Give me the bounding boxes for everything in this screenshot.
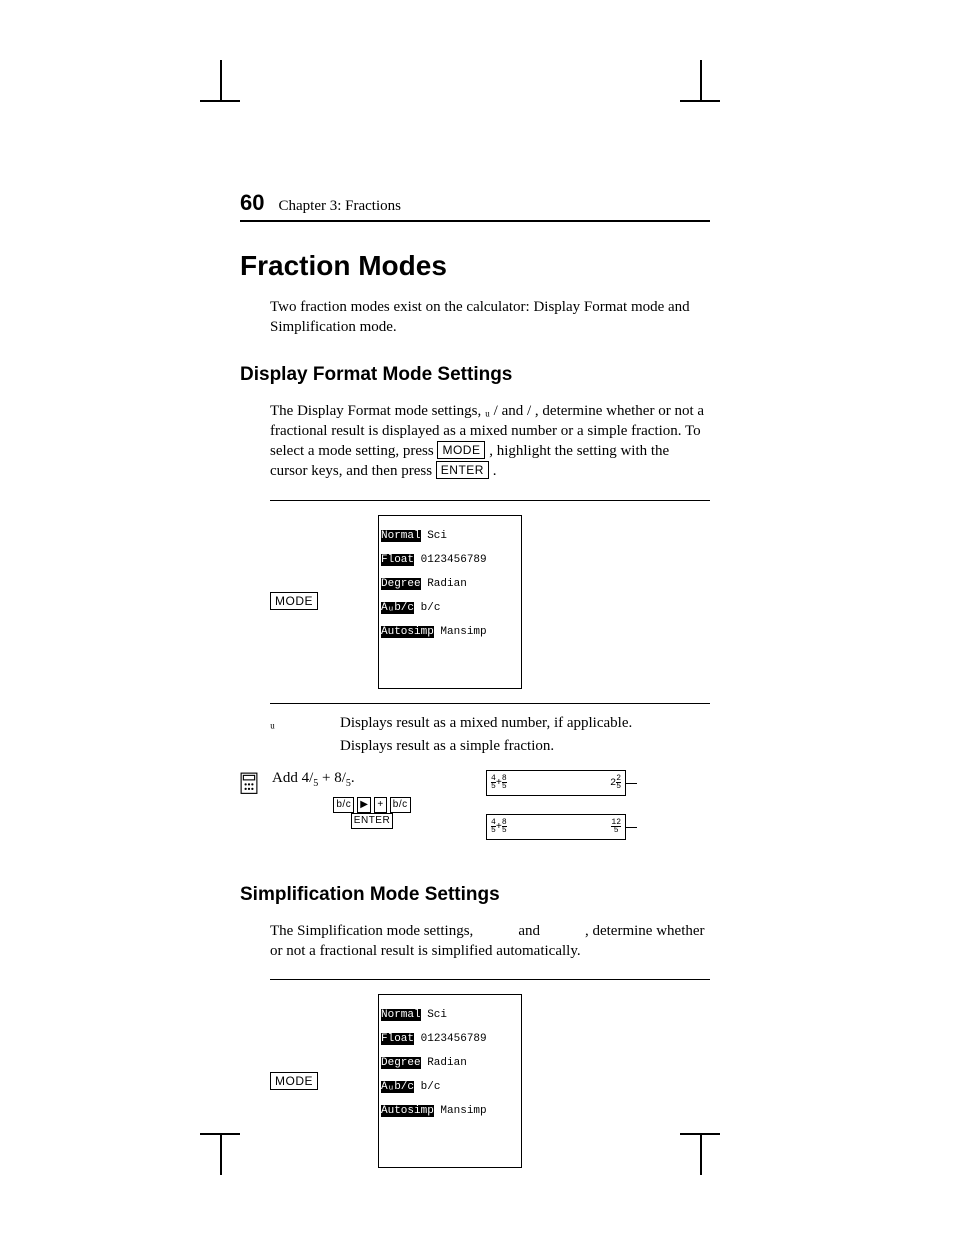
screen-text: b/c (414, 1081, 440, 1093)
screen-text: Aᵤb/c (381, 602, 414, 614)
text: . (493, 463, 497, 479)
screen-text: Normal (381, 1009, 421, 1021)
mixed-symbol: ᵤ (270, 715, 300, 732)
page-title: Fraction Modes (240, 250, 710, 282)
calculator-icon (240, 770, 258, 800)
table-row: Displays result as a simple fraction. (270, 735, 710, 758)
mode-key-icon: MODE (270, 592, 318, 610)
mode-description-table: ᵤ Displays result as a mixed number, if … (270, 712, 710, 758)
bc-key-icon: b/c (390, 797, 411, 813)
text: . (351, 770, 355, 786)
screen-text: b/c (414, 602, 440, 614)
table-cell: Displays result as a simple fraction. (340, 738, 554, 755)
screen-text: Radian (421, 1057, 467, 1069)
simple-symbol (270, 738, 300, 755)
table-row: ᵤ Displays result as a mixed number, if … (270, 712, 710, 735)
mode-key-icon: MODE (437, 441, 485, 459)
text (544, 923, 582, 939)
bc-key-icon: b/c (333, 797, 354, 813)
result-screen-simple: 45+85 125 (486, 814, 626, 840)
screen-text: Mansimp (434, 1105, 487, 1117)
text: and (518, 923, 543, 939)
section-heading-simplification: Simplification Mode Settings (240, 884, 710, 906)
calculator-screen: Normal Sci Float 0123456789 Degree Radia… (378, 515, 522, 689)
screen-text: Normal (381, 530, 421, 542)
mode-screen-block: MODE Normal Sci Float 0123456789 Degree … (270, 500, 710, 704)
simple-symbol: / (527, 403, 531, 419)
enter-key-icon: ENTER (351, 813, 393, 829)
chapter-label: Chapter 3: Fractions (278, 198, 400, 215)
text: + (318, 770, 334, 786)
text: 5 (611, 827, 621, 834)
plus-key-icon: + (374, 797, 386, 813)
text: 8 (334, 770, 342, 786)
section-heading-display-format: Display Format Mode Settings (240, 364, 710, 386)
calculator-screen: Normal Sci Float 0123456789 Degree Radia… (378, 994, 522, 1168)
text: 4 (302, 770, 310, 786)
screen-text: Mansimp (434, 626, 487, 638)
screen-text: 0123456789 (414, 554, 487, 566)
example-block: Add 4/5 + 8/5. b/c ▶ + b/c ENTER 45+85 2… (240, 770, 710, 858)
mode-key-icon: MODE (270, 1072, 318, 1090)
key-sequence: b/c ▶ + b/c ENTER (272, 797, 472, 829)
screen-text: Autosimp (381, 626, 434, 638)
screen-text: Float (381, 554, 414, 566)
text: 5 (502, 827, 507, 834)
example-label: Add 4/5 + 8/5. (272, 770, 355, 786)
simplification-paragraph: The Simplification mode settings, and , … (270, 921, 710, 962)
screen-text: Degree (381, 1057, 421, 1069)
result-screen-mixed: 45+85 225 (486, 770, 626, 796)
screen-text: 0123456789 (414, 1033, 487, 1045)
intro-paragraph: Two fraction modes exist on the calculat… (270, 297, 710, 338)
right-key-icon: ▶ (357, 797, 371, 813)
display-format-paragraph: The Display Format mode settings, ᵤ / an… (270, 401, 710, 482)
text: and (502, 403, 527, 419)
screen-text: Aᵤb/c (381, 1081, 414, 1093)
text: The Display Format mode settings, (270, 403, 485, 419)
screen-text: Float (381, 1033, 414, 1045)
screen-text: Radian (421, 578, 467, 590)
screen-text: Degree (381, 578, 421, 590)
text (477, 923, 515, 939)
page-number: 60 (240, 190, 264, 216)
text: 5 (502, 783, 507, 790)
screen-text: Sci (421, 1009, 447, 1021)
text: 5 (616, 783, 621, 790)
simplification-screen-block: MODE Normal Sci Float 0123456789 Degree … (270, 979, 710, 1182)
text: The Simplification mode settings, (270, 923, 477, 939)
mixed-symbol: ᵤ / (485, 403, 498, 419)
screen-text: Autosimp (381, 1105, 434, 1117)
table-cell: Displays result as a mixed number, if ap… (340, 715, 632, 732)
screen-text: Sci (421, 530, 447, 542)
text: Add (272, 770, 302, 786)
running-head: 60 Chapter 3: Fractions (240, 190, 710, 222)
enter-key-icon: ENTER (436, 461, 489, 479)
